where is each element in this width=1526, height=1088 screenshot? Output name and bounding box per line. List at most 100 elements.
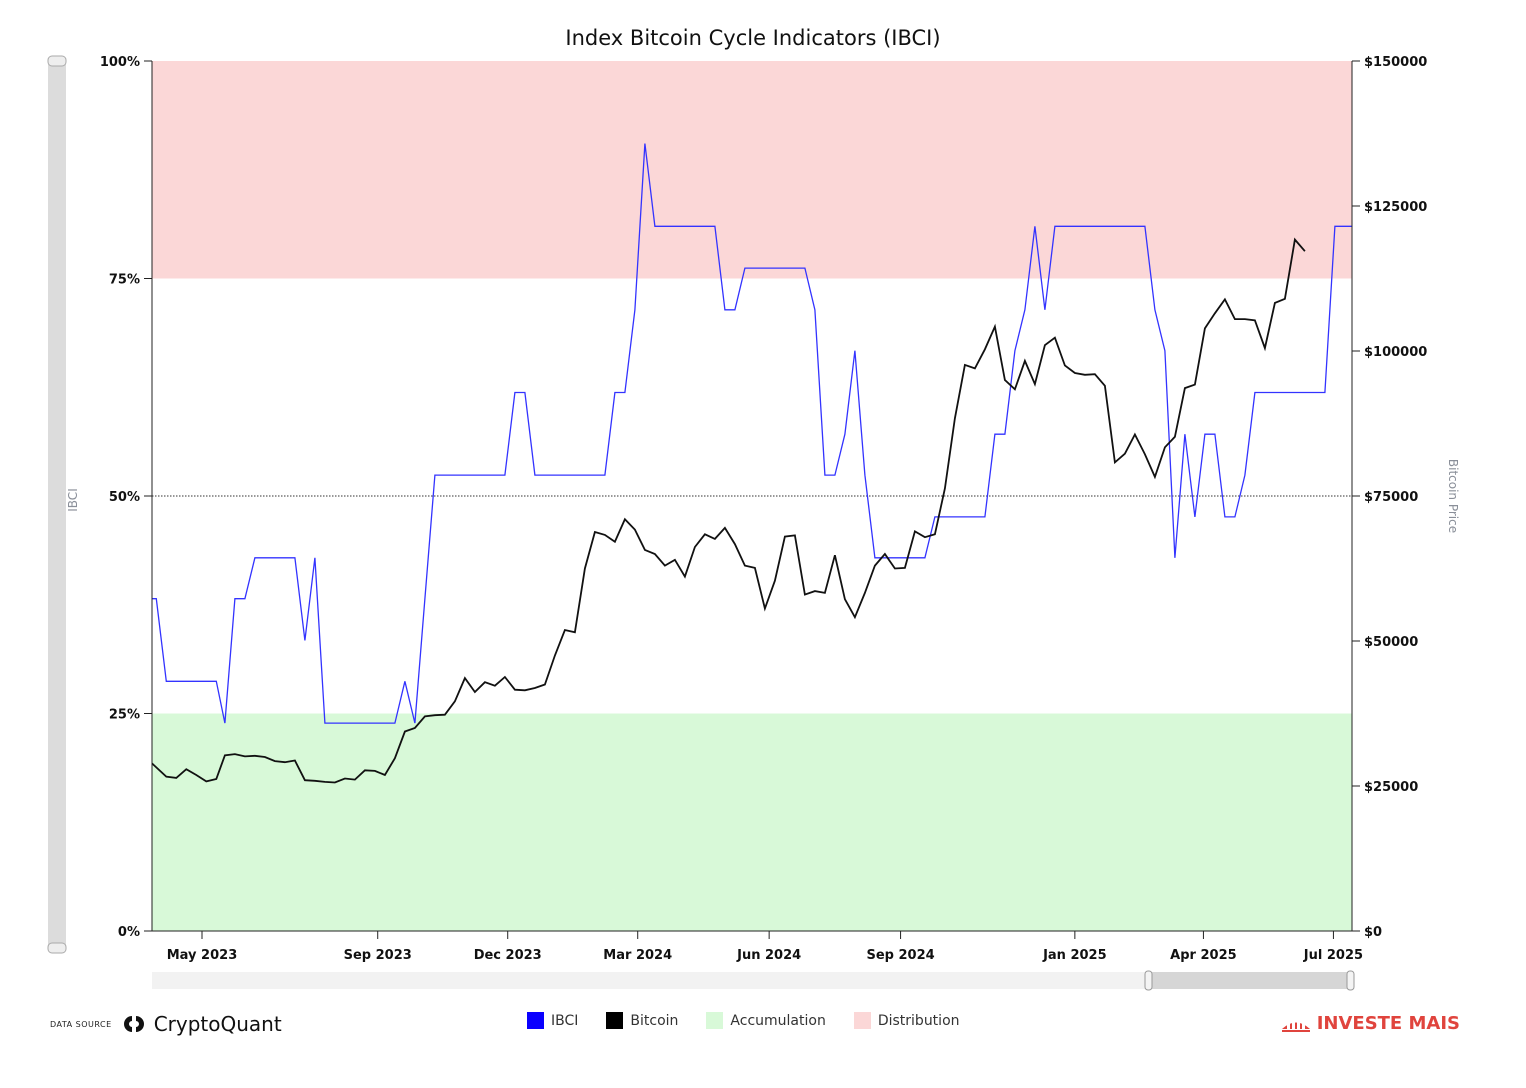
bitcoin-point bbox=[664, 564, 666, 566]
investe-mais-logo: INVESTE MAIS bbox=[1281, 1012, 1460, 1034]
ibci-point bbox=[1304, 391, 1306, 393]
ibci-point bbox=[504, 474, 506, 476]
ibci-point bbox=[584, 474, 586, 476]
ibci-point bbox=[534, 474, 536, 476]
bitcoin-point bbox=[264, 756, 266, 758]
legend-swatch-bitcoin bbox=[606, 1012, 624, 1029]
bitcoin-point bbox=[904, 567, 906, 569]
bitcoin-point bbox=[224, 754, 226, 756]
legend-item-distribution[interactable]: Distribution bbox=[853, 1012, 960, 1029]
ibci-point bbox=[914, 557, 916, 559]
ibci-point bbox=[964, 516, 966, 518]
bitcoin-point bbox=[794, 534, 796, 536]
investe-mais-logo-text: INVESTE MAIS bbox=[1316, 1012, 1460, 1034]
ibci-point bbox=[564, 474, 566, 476]
x-tick-label: May 2023 bbox=[167, 948, 238, 963]
bitcoin-point bbox=[294, 759, 296, 761]
ibci-point bbox=[944, 516, 946, 518]
right-tick-label: $0 bbox=[1364, 925, 1382, 940]
series-line-bitcoin bbox=[151, 237, 1306, 784]
bitcoin-point bbox=[1124, 453, 1126, 455]
legend-item-ibci[interactable]: IBCI bbox=[527, 1012, 578, 1029]
ibci-point bbox=[155, 598, 157, 600]
bitcoin-point bbox=[195, 774, 197, 776]
navigator-selection[interactable] bbox=[1148, 972, 1352, 989]
bitcoin-point bbox=[1224, 298, 1226, 300]
navigator-handle-left[interactable] bbox=[1144, 970, 1153, 991]
bitcoin-point bbox=[884, 553, 886, 555]
ibci-point bbox=[1114, 225, 1116, 227]
ibci-point bbox=[664, 225, 666, 227]
bitcoin-point bbox=[1214, 312, 1216, 314]
bitcoin-point bbox=[1064, 364, 1066, 366]
ibci-point bbox=[544, 474, 546, 476]
x-tick-label: Mar 2024 bbox=[603, 948, 672, 963]
ibci-point bbox=[494, 474, 496, 476]
vertical-scroll-handle-bottom[interactable] bbox=[47, 942, 67, 954]
accumulation-zone bbox=[152, 713, 1352, 931]
bitcoin-point bbox=[734, 543, 736, 545]
ibci-point bbox=[364, 722, 366, 724]
ibci-point bbox=[284, 557, 286, 559]
ibci-point bbox=[1144, 225, 1146, 227]
ibci-point bbox=[424, 598, 426, 600]
bitcoin-point bbox=[1234, 318, 1236, 320]
bitcoin-point bbox=[914, 530, 916, 532]
bitcoin-point bbox=[1154, 476, 1156, 478]
legend-swatch-ibci bbox=[527, 1012, 544, 1029]
bitcoin-point bbox=[484, 681, 486, 683]
bitcoin-point bbox=[1184, 387, 1186, 389]
bitcoin-point bbox=[994, 325, 996, 327]
bitcoin-point bbox=[244, 755, 246, 757]
bitcoin-point bbox=[234, 753, 236, 755]
ibci-point bbox=[604, 474, 606, 476]
ibci-point bbox=[1134, 225, 1136, 227]
ibci-point bbox=[734, 309, 736, 311]
bitcoin-point bbox=[924, 536, 926, 538]
bitcoin-point bbox=[674, 559, 676, 561]
bitcoin-point bbox=[205, 780, 207, 782]
bitcoin-point bbox=[644, 549, 646, 551]
legend-item-bitcoin[interactable]: Bitcoin bbox=[606, 1012, 678, 1029]
right-axis-label: Bitcoin Price bbox=[1446, 459, 1460, 533]
ibci-point bbox=[514, 391, 516, 393]
ibci-point bbox=[314, 557, 316, 559]
bitcoin-point bbox=[1174, 436, 1176, 438]
ibci-point bbox=[1184, 433, 1186, 435]
ibci-point bbox=[234, 598, 236, 600]
distribution-zone bbox=[152, 61, 1352, 279]
bitcoin-point bbox=[1044, 344, 1046, 346]
legend-label-distribution: Distribution bbox=[877, 1012, 960, 1029]
ibci-point bbox=[624, 391, 626, 393]
bitcoin-point bbox=[534, 687, 536, 689]
ibci-point bbox=[834, 474, 836, 476]
vertical-scroll-handle-top[interactable] bbox=[47, 55, 67, 67]
left-axis-label: IBCI bbox=[66, 488, 80, 511]
ibci-point bbox=[694, 225, 696, 227]
legend-swatch-accumulation bbox=[706, 1012, 724, 1029]
bitcoin-point bbox=[274, 760, 276, 762]
left-axis-ticks: 0% 25% 50% 75% 100% bbox=[100, 55, 152, 940]
left-tick-label: 0% bbox=[118, 925, 140, 940]
legend-item-accumulation[interactable]: Accumulation bbox=[706, 1012, 826, 1029]
ibci-point bbox=[1164, 350, 1166, 352]
legend-swatch-distribution bbox=[853, 1012, 871, 1029]
ibci-point bbox=[994, 433, 996, 435]
x-tick-label: Jun 2024 bbox=[736, 948, 801, 963]
ibci-point bbox=[1324, 391, 1326, 393]
ibci-point bbox=[1194, 516, 1196, 518]
ibci-point bbox=[1094, 225, 1096, 227]
x-tick-label: Jul 2025 bbox=[1303, 948, 1363, 963]
bitcoin-point bbox=[185, 768, 187, 770]
horizontal-navigator[interactable] bbox=[152, 972, 1352, 989]
bitcoin-point bbox=[1024, 360, 1026, 362]
ibci-point bbox=[224, 722, 226, 724]
ibci-point bbox=[1034, 225, 1036, 227]
ibci-point bbox=[1054, 225, 1056, 227]
bitcoin-point bbox=[1054, 337, 1056, 339]
navigator-handle-right[interactable] bbox=[1346, 970, 1355, 991]
vertical-scrollbar[interactable] bbox=[48, 62, 66, 946]
ibci-point bbox=[1224, 516, 1226, 518]
left-tick-label: 50% bbox=[109, 490, 140, 505]
